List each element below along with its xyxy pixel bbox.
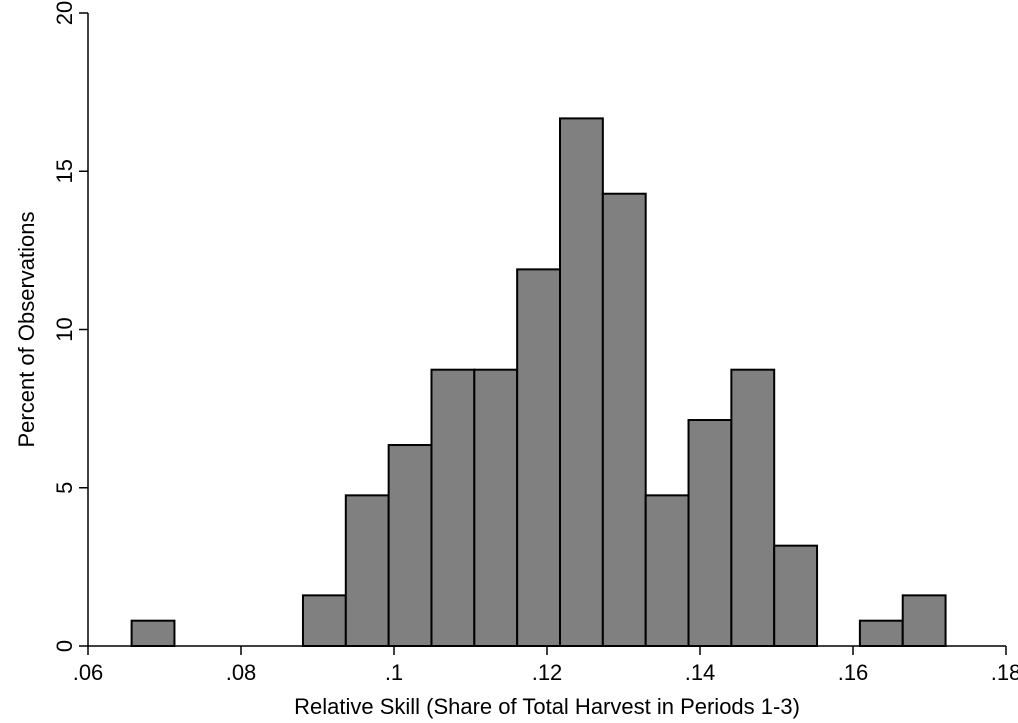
x-tick-label: .12 [532,660,563,685]
y-axis-ticks: 0 5 10 15 20 [52,1,88,652]
y-tick-label: 20 [52,1,77,25]
histogram-bar-18 [901,594,947,647]
histogram-bar-6 [387,444,433,647]
histogram-bar-11 [601,192,647,647]
x-tick-label: .16 [838,660,869,685]
x-tick-label: .1 [385,660,403,685]
histogram-bars [130,117,947,648]
histogram-bar-4 [301,594,347,647]
histogram-bar-15 [773,544,819,647]
x-tick-label: .06 [73,660,104,685]
y-axis-title: Percent of Observations [14,211,39,447]
histogram-bar-12 [644,494,690,648]
histogram-bar-13 [687,419,733,648]
x-axis-ticks: .06 .08 .1 .12 .14 .16 .18 [73,646,1018,685]
x-axis-title: Relative Skill (Share of Total Harvest i… [294,694,800,719]
histogram-bar-14 [730,368,776,647]
x-tick-label: .08 [226,660,257,685]
y-tick-label: 10 [52,317,77,341]
y-tick-label: 5 [52,482,77,494]
y-tick-label: 0 [52,640,77,652]
x-tick-label: .18 [991,660,1018,685]
histogram-bar-9 [516,268,562,647]
y-tick-label: 15 [52,159,77,183]
histogram-bar-0 [130,619,176,647]
histogram-bar-10 [559,117,604,648]
histogram-bar-5 [344,494,390,648]
x-tick-label: .14 [685,660,716,685]
histogram-bar-17 [858,619,904,647]
histogram-bar-8 [473,368,519,647]
histogram-bar-7 [430,368,476,647]
